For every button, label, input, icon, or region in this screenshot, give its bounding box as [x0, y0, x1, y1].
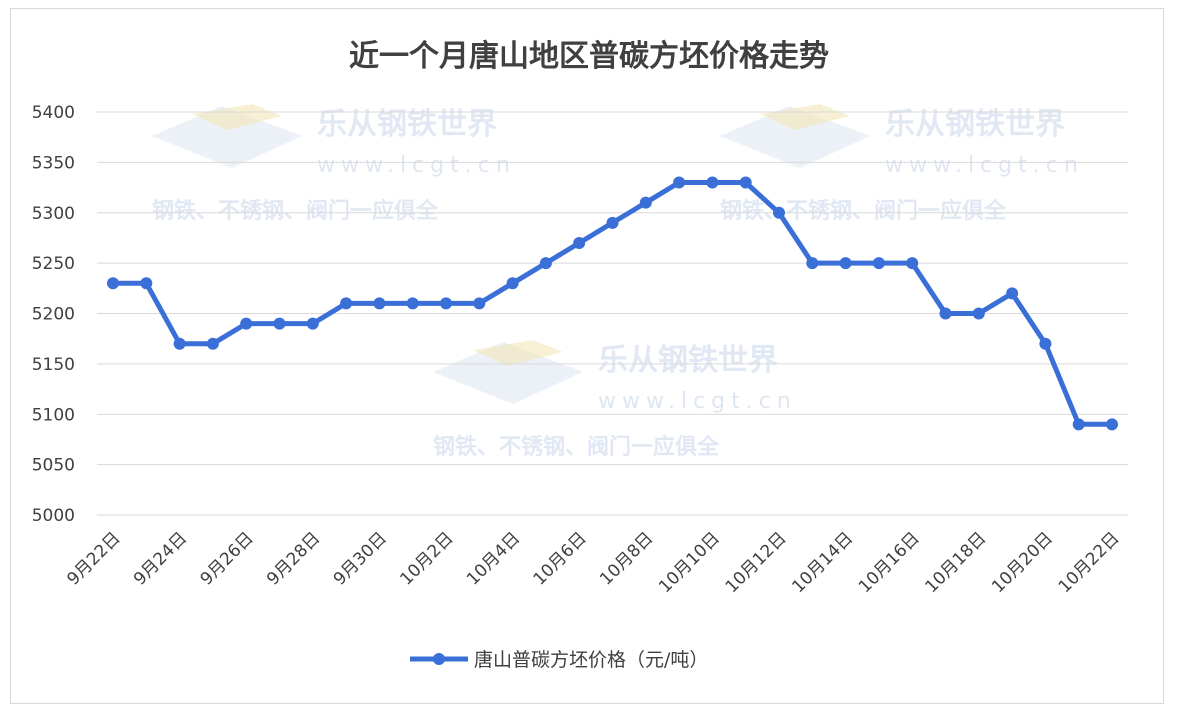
- chart-frame: [10, 8, 1164, 704]
- y-axis-ticks: 5000 5050 5100 5150 5200 5250 5300 5350 5400: [32, 103, 75, 526]
- watermark-url: www.lcgt.cn: [885, 153, 1084, 178]
- x-tick-label: 9月22日: [63, 528, 124, 589]
- data-point: [673, 176, 686, 189]
- y-tick-label: 5350: [32, 153, 75, 173]
- x-tick-label: 10月14日: [788, 528, 857, 597]
- watermark-brand: 乐从钢铁世界: [317, 107, 497, 142]
- x-tick-label: 10月18日: [922, 528, 991, 597]
- x-tick-label: 10月20日: [988, 528, 1057, 597]
- y-tick-label: 5100: [32, 405, 75, 425]
- x-tick-label: 10月22日: [1055, 528, 1124, 597]
- watermark-slogan: 钢铁、不锈钢、阀门一应俱全: [720, 198, 1007, 224]
- watermark-logo: [720, 106, 870, 168]
- data-point: [373, 297, 386, 310]
- data-point: [206, 337, 219, 350]
- data-point: [706, 176, 719, 189]
- data-point: [906, 257, 919, 270]
- data-point: [107, 277, 119, 290]
- grid-lines: [97, 111, 1128, 516]
- data-point: [440, 297, 452, 310]
- data-point: [839, 257, 852, 270]
- x-tick-label: 9月28日: [263, 528, 324, 589]
- y-tick-label: 5200: [32, 305, 75, 325]
- x-tick-label: 9月26日: [197, 528, 258, 589]
- data-point: [872, 257, 885, 270]
- x-tick-label: 9月30日: [330, 528, 391, 589]
- watermark-logo-accent: [192, 104, 282, 130]
- data-point: [573, 236, 586, 249]
- watermark-url: www.lcgt.cn: [317, 153, 516, 178]
- x-tick-label: 10月8日: [596, 528, 657, 589]
- y-tick-label: 5400: [32, 103, 75, 123]
- watermark-logo: [152, 106, 302, 168]
- legend: 唐山普碳方坯价格（元/吨）: [410, 649, 708, 671]
- data-point: [1072, 418, 1085, 431]
- data-point: [1006, 287, 1019, 300]
- watermark-layer: 乐从钢铁世界www.lcgt.cn钢铁、不锈钢、阀门一应俱全乐从钢铁世界www.…: [152, 104, 1084, 460]
- data-point: [739, 176, 752, 189]
- y-tick-label: 5050: [32, 456, 75, 476]
- data-point: [473, 297, 486, 310]
- x-tick-label: 10月4日: [463, 528, 524, 589]
- data-point: [806, 257, 819, 270]
- y-tick-label: 5150: [32, 355, 75, 375]
- data-point: [506, 277, 519, 290]
- x-tick-label: 10月6日: [530, 528, 591, 589]
- series-layer: [107, 176, 1118, 431]
- watermark-logo-accent: [760, 104, 850, 130]
- y-tick-label: 5000: [32, 506, 75, 526]
- data-point: [773, 206, 785, 219]
- data-point: [173, 337, 186, 350]
- x-tick-label: 9月24日: [130, 528, 191, 589]
- data-point: [939, 307, 952, 320]
- data-point: [606, 216, 619, 229]
- data-point: [539, 257, 552, 270]
- data-point: [1106, 418, 1118, 431]
- data-point: [273, 317, 286, 330]
- data-point: [306, 317, 319, 330]
- watermark-brand: 乐从钢铁世界: [598, 343, 778, 378]
- y-tick-label: 5250: [32, 254, 75, 274]
- data-point: [1039, 337, 1052, 350]
- chart-title: 近一个月唐山地区普碳方坯价格走势: [349, 39, 829, 74]
- legend-marker: [433, 653, 445, 665]
- x-tick-label: 10月10日: [655, 528, 724, 597]
- y-tick-label: 5300: [32, 204, 75, 224]
- data-point: [140, 277, 153, 290]
- x-tick-label: 10月16日: [855, 528, 924, 597]
- watermark-slogan: 钢铁、不锈钢、阀门一应俱全: [433, 434, 720, 460]
- data-point: [972, 307, 985, 320]
- data-point: [240, 317, 253, 330]
- watermark-3: 乐从钢铁世界 www.lcgt.cn 钢铁、不锈钢、阀门一应俱全: [433, 340, 797, 460]
- watermark-logo: [433, 342, 583, 404]
- x-axis-ticks: 9月22日 9月24日 9月26日 9月28日 9月30日 10月2日 10月4日 10月6日…: [63, 528, 1123, 597]
- data-point: [406, 297, 419, 310]
- legend-label: 唐山普碳方坯价格（元/吨）: [474, 649, 708, 671]
- data-point: [639, 196, 652, 209]
- watermark-url: www.lcgt.cn: [598, 389, 797, 414]
- watermark-1: 乐从钢铁世界 www.lcgt.cn 钢铁、不锈钢、阀门一应俱全: [152, 104, 516, 224]
- watermark-brand: 乐从钢铁世界: [885, 107, 1065, 142]
- watermark-logo-accent: [473, 340, 563, 366]
- watermark-slogan: 钢铁、不锈钢、阀门一应俱全: [152, 198, 439, 224]
- x-tick-label: 10月2日: [396, 528, 457, 589]
- data-point: [340, 297, 353, 310]
- x-tick-label: 10月12日: [722, 528, 791, 597]
